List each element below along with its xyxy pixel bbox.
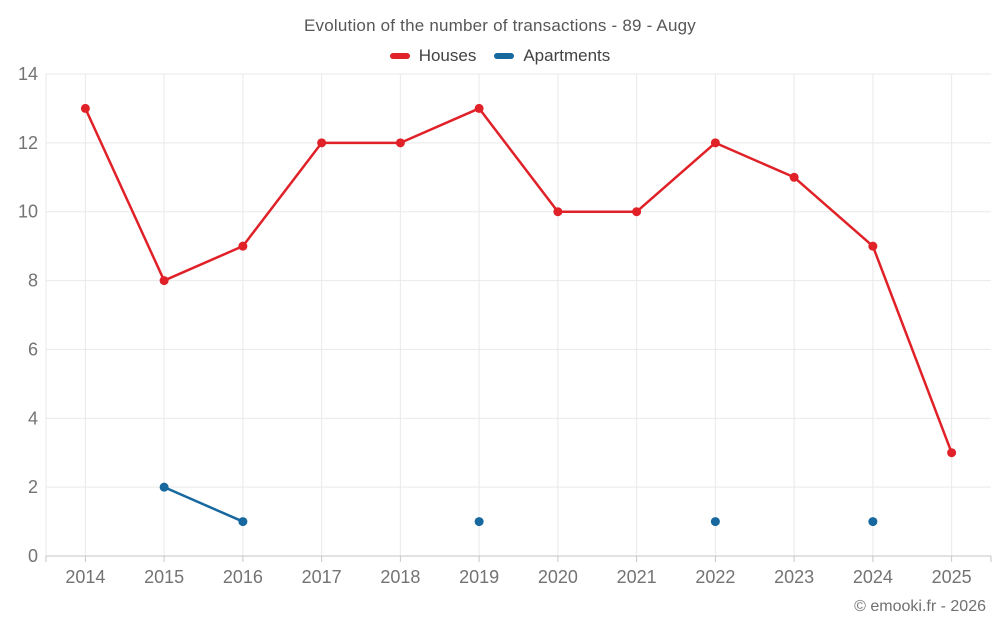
houses-point <box>159 276 169 286</box>
apartments-line <box>162 485 245 523</box>
apartments-series-swatch-icon <box>494 53 515 59</box>
x-tick-label: 2022 <box>695 567 735 587</box>
y-tick-label: 14 <box>18 64 38 84</box>
houses-point <box>710 138 720 148</box>
houses-point <box>474 103 484 113</box>
x-tick-label: 2017 <box>302 567 342 587</box>
attribution: © emooki.fr - 2026 <box>854 598 986 615</box>
houses-point <box>317 138 327 148</box>
y-tick-label: 4 <box>28 408 38 428</box>
x-tick-label: 2019 <box>459 567 499 587</box>
x-tick-label: 2024 <box>853 567 893 587</box>
apartments-point <box>710 517 720 527</box>
y-tick-label: 0 <box>28 546 38 566</box>
apartments-point <box>159 482 169 492</box>
apartments-point <box>868 517 878 527</box>
x-tick-label: 2023 <box>774 567 814 587</box>
y-tick-label: 6 <box>28 339 38 359</box>
houses-point <box>947 448 957 458</box>
houses-point <box>632 207 642 217</box>
houses-point <box>789 172 799 182</box>
y-tick-label: 2 <box>28 477 38 497</box>
legend-label-apartments: Apartments <box>523 46 611 65</box>
chart-legend: Houses Apartments <box>0 46 1000 66</box>
houses-point <box>395 138 405 148</box>
x-tick-label: 2015 <box>144 567 184 587</box>
x-tick-label: 2020 <box>538 567 578 587</box>
x-tick-label: 2025 <box>932 567 972 587</box>
houses-point <box>80 103 90 113</box>
y-tick-label: 10 <box>18 202 38 222</box>
houses-series-swatch-icon <box>389 53 410 59</box>
y-tick-label: 8 <box>28 271 38 291</box>
legend-item-houses[interactable]: Houses <box>389 46 477 66</box>
apartments-point <box>238 517 248 527</box>
apartments-point <box>474 517 484 527</box>
x-tick-label: 2018 <box>380 567 420 587</box>
x-tick-label: 2021 <box>617 567 657 587</box>
y-tick-label: 12 <box>18 133 38 153</box>
x-tick-label: 2016 <box>223 567 263 587</box>
houses-point <box>868 241 878 251</box>
chart-title: Evolution of the number of transactions … <box>304 16 696 35</box>
x-tick-label: 2014 <box>65 567 105 587</box>
houses-point <box>553 207 563 217</box>
legend-item-apartments[interactable]: Apartments <box>494 46 610 66</box>
legend-label-houses: Houses <box>418 46 477 65</box>
houses-line <box>84 107 953 454</box>
houses-point <box>238 241 248 251</box>
